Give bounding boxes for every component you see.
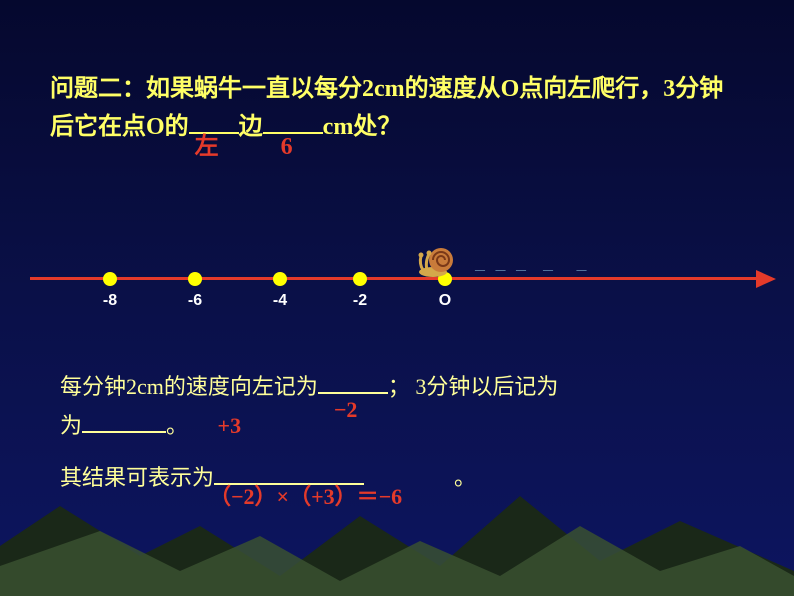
explain2-text2: 。: [454, 465, 476, 490]
tick-label--8: -8: [103, 292, 117, 310]
question-block: 问题二：如果蜗牛一直以每分2cm的速度从O点向左爬行，3分钟后它在点O的左边6c…: [0, 0, 794, 147]
answer-velocity: −2: [334, 390, 358, 430]
explain-1: 每分钟2cm的速度向左记为−2； 3分钟以后记为 为。 +3: [0, 347, 794, 446]
tick--4: [273, 272, 287, 286]
answer-distance: 6: [281, 128, 293, 166]
axis-arrow: [756, 270, 776, 288]
blank-time: [82, 431, 166, 433]
answer-direction: 左: [195, 128, 219, 166]
tick--2: [353, 272, 367, 286]
tick-label--4: -4: [273, 292, 287, 310]
explain1-text2: ； 3分钟以后记为: [388, 374, 559, 399]
axis-line: [30, 277, 764, 280]
snail-icon: [417, 242, 463, 283]
explain1-text1: 每分钟2cm的速度向左记为: [60, 374, 318, 399]
question-text-2: 边: [239, 114, 263, 140]
tick--6: [188, 272, 202, 286]
tick-label-origin: O: [439, 292, 451, 310]
explain1-text3: 。: [166, 413, 188, 438]
explain1-text2b: 为: [60, 413, 82, 438]
blank-velocity: −2: [318, 392, 388, 394]
tick--8: [103, 272, 117, 286]
number-line: -8 -6 -4 -2 O — — — — —: [0, 237, 794, 317]
answer-expression: （−2）×（+3）＝−6: [209, 477, 402, 517]
tick-label--2: -2: [353, 292, 367, 310]
explain-2: 其结果可表示为（−2）×（+3）＝−6 。: [0, 446, 794, 498]
blank-expression: （−2）×（+3）＝−6: [214, 483, 364, 485]
answer-time: +3: [218, 413, 242, 438]
blank-direction: 左: [189, 132, 239, 134]
question-label: 问题二：: [50, 76, 146, 102]
motion-lines: — — — — —: [475, 265, 591, 276]
explain2-text1: 其结果可表示为: [60, 465, 214, 490]
question-text-3: cm处？: [323, 114, 402, 140]
blank-distance: 6: [263, 132, 323, 134]
tick-label--6: -6: [188, 292, 202, 310]
